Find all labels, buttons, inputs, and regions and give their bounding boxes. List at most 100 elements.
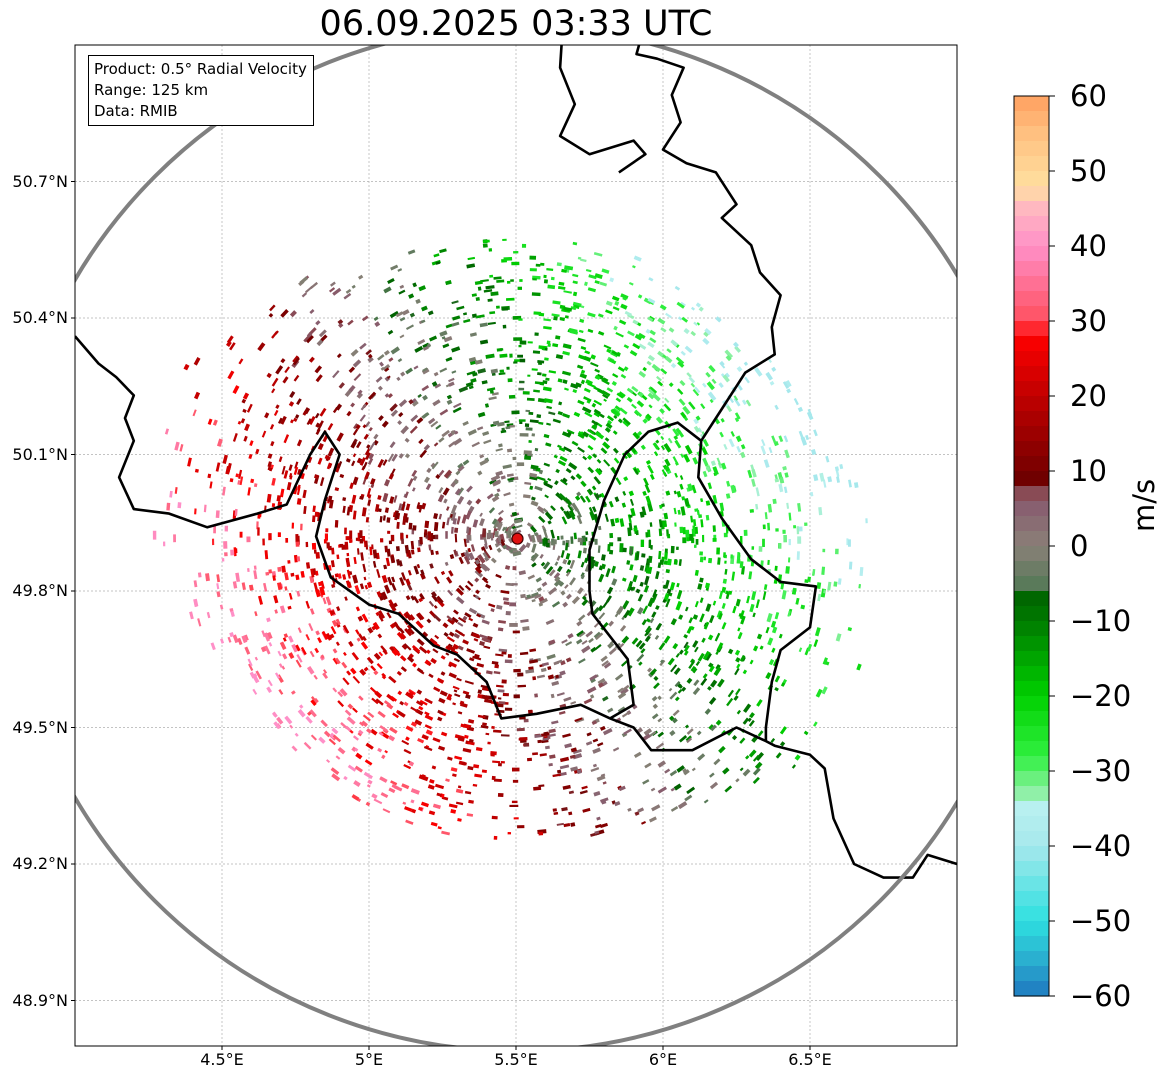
velocity-echo [257, 527, 260, 536]
velocity-echo [330, 610, 336, 616]
velocity-echo [315, 570, 319, 576]
velocity-echo [655, 571, 660, 580]
velocity-echo [347, 581, 352, 589]
velocity-echo [626, 387, 634, 394]
velocity-echo [299, 276, 309, 285]
velocity-echo [241, 398, 247, 404]
velocity-echo [422, 342, 430, 348]
velocity-echo [428, 335, 438, 342]
velocity-echo [767, 503, 773, 513]
velocity-echo [594, 368, 601, 373]
velocity-echo [740, 615, 746, 625]
velocity-echo [477, 554, 486, 564]
velocity-echo [320, 654, 325, 659]
velocity-echo [344, 596, 348, 601]
velocity-echo [598, 612, 606, 620]
info-box: Product: 0.5° Radial Velocity Range: 125… [88, 55, 314, 126]
velocity-echo [194, 391, 201, 400]
velocity-echo [443, 498, 448, 504]
velocity-echo [482, 528, 487, 537]
velocity-echo [421, 305, 428, 312]
velocity-echo [674, 680, 681, 688]
velocity-echo [576, 630, 585, 638]
velocity-echo [387, 530, 391, 534]
velocity-echo [451, 300, 459, 305]
velocity-echo [474, 359, 483, 365]
lat-tick-label: 50.7°N [12, 171, 68, 191]
velocity-echo [733, 695, 739, 701]
velocity-echo [399, 700, 405, 706]
velocity-echo [587, 454, 593, 461]
velocity-echo [371, 625, 377, 631]
velocity-echo [268, 569, 273, 574]
velocity-echo [341, 544, 346, 550]
velocity-echo [456, 305, 465, 311]
velocity-echo [344, 527, 347, 535]
velocity-echo [657, 317, 666, 325]
velocity-echo [353, 780, 361, 788]
velocity-echo [403, 701, 409, 707]
velocity-echo [487, 298, 493, 302]
velocity-echo [418, 285, 426, 292]
velocity-echo [247, 568, 250, 572]
velocity-echo [580, 305, 585, 309]
velocity-echo [608, 620, 614, 627]
velocity-echo [513, 518, 523, 524]
velocity-echo [641, 820, 646, 825]
velocity-echo [559, 756, 570, 763]
velocity-echo [660, 368, 668, 375]
velocity-echo [337, 746, 346, 755]
velocity-echo [286, 481, 292, 491]
velocity-echo [622, 420, 630, 428]
velocity-echo [702, 457, 709, 467]
velocity-echo [477, 714, 486, 719]
velocity-echo [677, 360, 685, 368]
velocity-echo [717, 678, 725, 688]
velocity-echo [527, 374, 531, 377]
velocity-echo [640, 648, 646, 654]
velocity-echo [645, 328, 651, 334]
velocity-echo [365, 801, 371, 807]
velocity-echo [391, 784, 399, 790]
velocity-echo [309, 309, 315, 315]
velocity-echo [587, 466, 595, 474]
velocity-echo [699, 597, 704, 603]
velocity-echo [580, 258, 587, 263]
velocity-echo [341, 661, 348, 669]
velocity-echo [719, 502, 725, 512]
velocity-echo [331, 773, 341, 782]
velocity-echo [263, 582, 268, 592]
velocity-echo [457, 462, 464, 470]
velocity-echo [491, 815, 498, 820]
velocity-echo [345, 725, 352, 732]
velocity-echo [464, 790, 472, 795]
velocity-echo [309, 575, 315, 584]
lat-tick-label: 48.9°N [12, 990, 68, 1010]
velocity-echo [287, 605, 292, 610]
velocity-echo [278, 689, 284, 695]
velocity-echo [540, 262, 545, 266]
velocity-echo [479, 512, 483, 517]
velocity-echo [600, 554, 606, 561]
velocity-echo [697, 583, 703, 590]
velocity-echo [273, 595, 279, 604]
velocity-echo [619, 543, 624, 553]
velocity-echo [484, 550, 491, 559]
velocity-echo [296, 654, 303, 663]
velocity-echo [413, 365, 419, 370]
velocity-echo [397, 690, 403, 696]
velocity-echo [387, 278, 395, 284]
velocity-echo [374, 690, 383, 699]
colorbar-segment [1014, 966, 1049, 982]
velocity-echo [590, 354, 596, 360]
velocity-echo [305, 541, 309, 548]
velocity-echo [543, 529, 548, 539]
velocity-echo [816, 582, 822, 590]
velocity-echo [335, 755, 341, 760]
velocity-echo [593, 411, 601, 418]
velocity-echo [419, 593, 425, 600]
velocity-echo [511, 583, 518, 586]
velocity-echo [418, 646, 428, 654]
velocity-echo [774, 611, 780, 620]
velocity-echo [558, 710, 566, 715]
